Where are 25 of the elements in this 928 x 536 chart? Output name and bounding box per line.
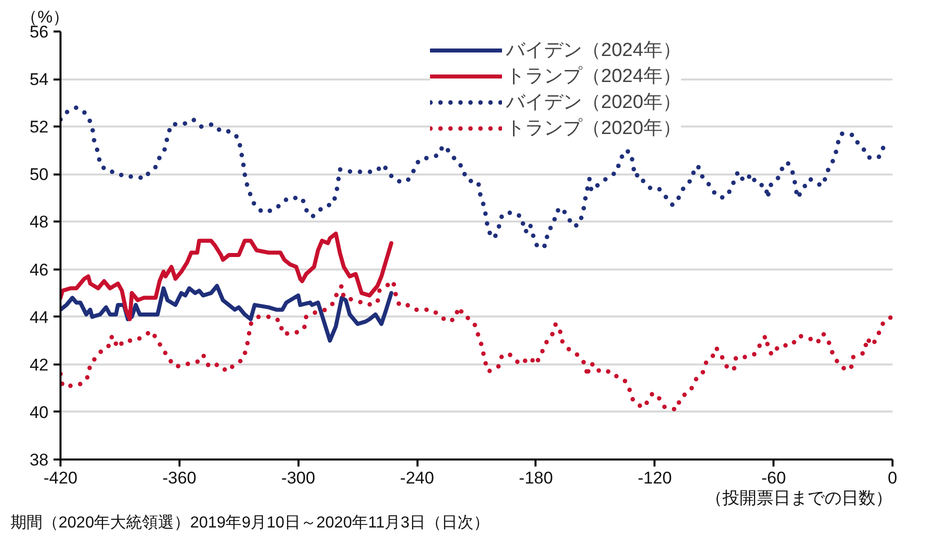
- line-series: [60, 284, 394, 343]
- x-tick-label: -60: [761, 468, 786, 488]
- text: 期間（2020年大統領選）2019年9月10日～2020年11月3日（日次）: [10, 514, 490, 532]
- y-tick-label: 38: [30, 450, 49, 470]
- y-tick-label: 40: [30, 402, 49, 422]
- x-tick-label: -360: [162, 468, 196, 488]
- y-tick-label: 54: [30, 70, 49, 90]
- x-tick-label: -120: [638, 468, 672, 488]
- x-tick-label: -240: [400, 468, 434, 488]
- legend-label: バイデン（2024年）: [506, 39, 682, 63]
- legend-label: トランプ（2020年）: [506, 117, 682, 141]
- y-tick-label: 52: [30, 118, 49, 137]
- x-tick-label: -420: [43, 468, 78, 488]
- legend-label: バイデン（2020年）: [506, 91, 682, 115]
- y-axis-title: （%）: [20, 8, 70, 26]
- y-tick-label: 50: [30, 165, 49, 184]
- legend-label: トランプ（2024年）: [506, 65, 682, 89]
- y-tick-label: 46: [30, 260, 49, 280]
- x-axis-title: （投開票日までの日数）: [706, 488, 892, 508]
- x-tick-label: -300: [281, 468, 316, 488]
- y-tick-label: 42: [30, 355, 49, 374]
- y-tick-label: 48: [30, 212, 49, 232]
- x-tick-label: -180: [518, 468, 553, 488]
- y-tick-label: 44: [30, 308, 49, 327]
- x-tick-label: 0: [888, 468, 898, 488]
